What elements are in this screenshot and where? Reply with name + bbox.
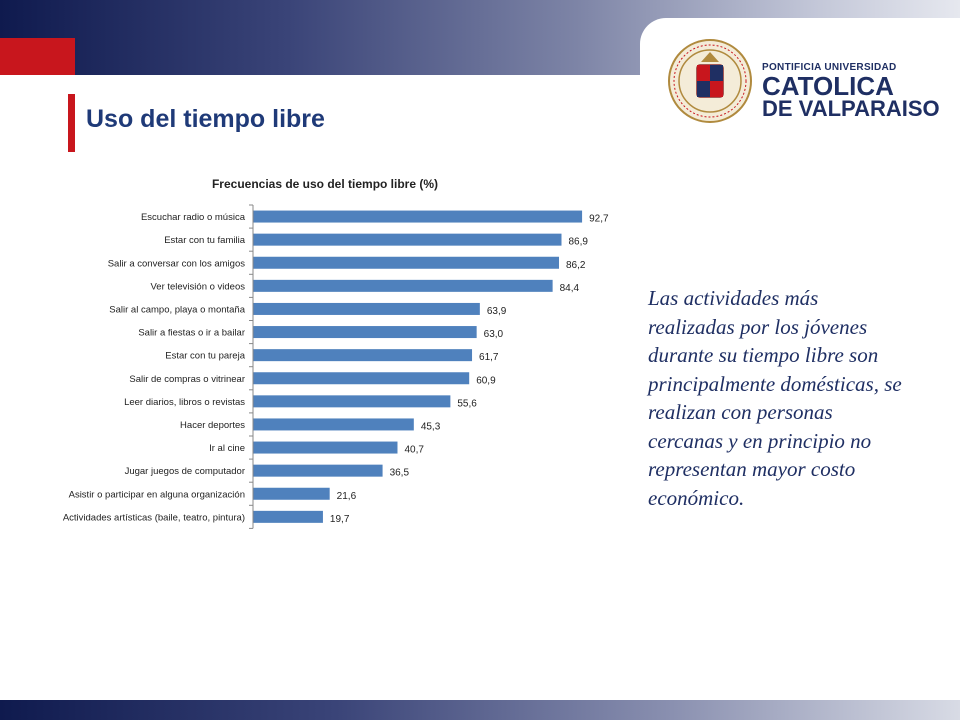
data-label: 63,0 xyxy=(484,329,504,340)
data-label: 21,6 xyxy=(337,491,357,502)
category-label: Salir de compras o vitrinear xyxy=(129,374,245,385)
bar xyxy=(253,279,553,292)
bar xyxy=(253,256,560,269)
brand-line-1: PONTIFICIA UNIVERSIDAD xyxy=(762,62,897,73)
data-label: 92,7 xyxy=(589,214,609,225)
footer-band xyxy=(0,700,960,720)
bar xyxy=(253,418,414,431)
bar xyxy=(253,510,323,523)
data-label: 36,5 xyxy=(390,468,410,479)
category-label: Asistir o participar en alguna organizac… xyxy=(69,489,245,500)
data-label: 86,9 xyxy=(568,237,588,248)
header-red-block xyxy=(0,38,75,75)
category-label: Salir a conversar con los amigos xyxy=(108,258,246,269)
bar xyxy=(253,372,470,385)
bar xyxy=(253,233,562,246)
bar xyxy=(253,326,477,339)
chart-title: Frecuencias de uso del tiempo libre (%) xyxy=(212,177,438,191)
category-label: Salir a fiestas o ir a bailar xyxy=(138,328,245,339)
data-label: 40,7 xyxy=(404,445,424,456)
bar xyxy=(253,349,473,362)
category-label: Ir al cine xyxy=(209,443,245,454)
category-label: Hacer deportes xyxy=(180,420,245,431)
university-seal-icon xyxy=(668,39,752,123)
data-label: 19,7 xyxy=(330,514,350,525)
data-label: 86,2 xyxy=(566,260,586,271)
data-label: 60,9 xyxy=(476,375,496,386)
brand-line-3: DE VALPARAISO xyxy=(762,96,940,121)
bar xyxy=(253,302,480,315)
bar-chart: Frecuencias de uso del tiempo libre (%) … xyxy=(63,177,609,529)
bar xyxy=(253,210,583,223)
title-accent-bar xyxy=(68,94,75,152)
page-title: Uso del tiempo libre xyxy=(86,105,325,133)
university-brand: PONTIFICIA UNIVERSIDAD CATOLICA DE VALPA… xyxy=(762,62,940,120)
bar xyxy=(253,487,330,500)
category-label: Salir al campo, playa o montaña xyxy=(109,304,245,315)
summary-text: Las actividades más realizadas por los j… xyxy=(648,286,902,510)
category-label: Actividades artísticas (baile, teatro, p… xyxy=(63,512,245,523)
category-label: Estar con tu familia xyxy=(164,235,245,246)
data-label: 63,9 xyxy=(487,306,507,317)
data-label: 61,7 xyxy=(479,352,499,363)
category-label: Estar con tu pareja xyxy=(165,351,245,362)
data-label: 84,4 xyxy=(560,283,580,294)
data-label: 55,6 xyxy=(457,398,477,409)
bar xyxy=(253,464,383,477)
category-label: Leer diarios, libros o revistas xyxy=(124,397,245,408)
category-label: Escuchar radio o música xyxy=(141,212,246,223)
brand-line-2: CATOLICA xyxy=(762,71,894,101)
bar xyxy=(253,395,451,408)
category-label: Jugar juegos de computador xyxy=(125,466,245,477)
bar xyxy=(253,441,398,454)
data-label: 45,3 xyxy=(421,421,441,432)
category-label: Ver televisión o videos xyxy=(150,281,245,292)
